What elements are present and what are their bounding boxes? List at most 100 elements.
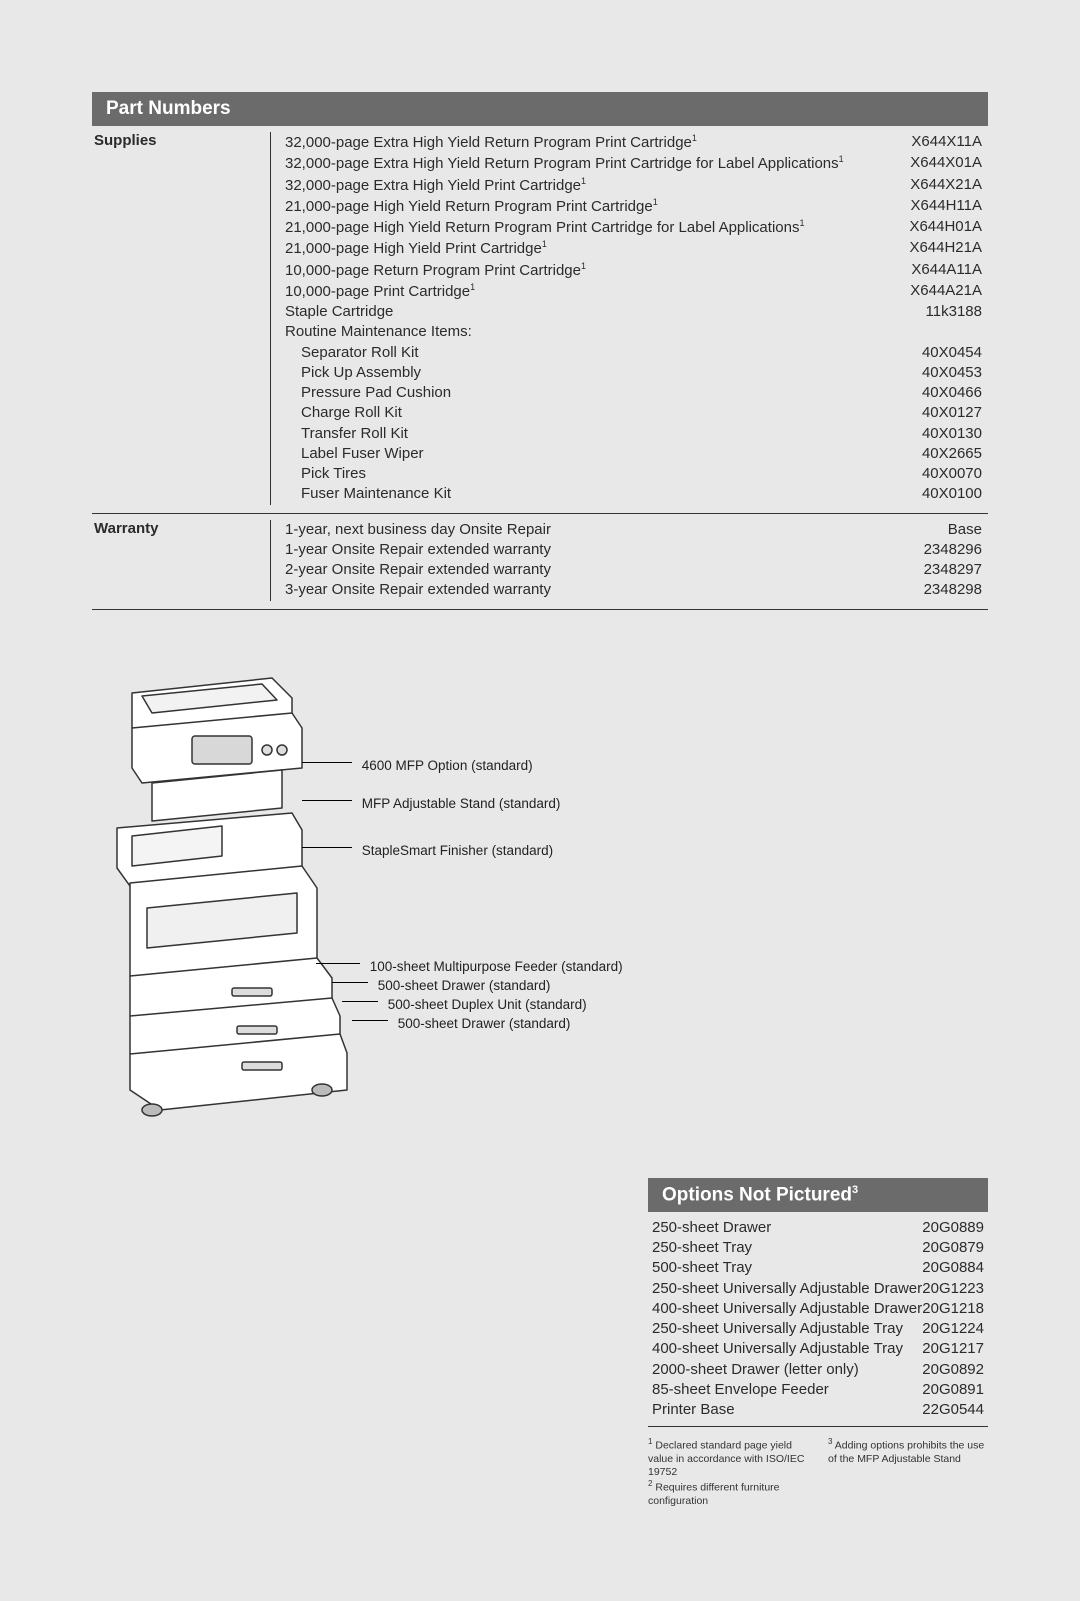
item-row: Separator Roll Kit 40X0454 — [285, 343, 982, 363]
option-row: 85-sheet Envelope Feeder20G0891 — [652, 1380, 984, 1400]
item-row: 10,000-page Return Program Print Cartrid… — [285, 260, 982, 281]
item-desc: Staple Cartridge — [285, 302, 393, 322]
item-desc: 10,000-page Print Cartridge1 — [285, 281, 475, 302]
item-row: 1-year Onsite Repair extended warranty23… — [285, 540, 982, 560]
diagram-callout: 500-sheet Drawer (standard) — [332, 978, 550, 993]
option-pn: 20G1223 — [922, 1279, 984, 1299]
item-desc: Charge Roll Kit — [285, 403, 402, 423]
items-column: 32,000-page Extra High Yield Return Prog… — [270, 132, 988, 505]
items-column: 1-year, next business day Onsite RepairB… — [270, 520, 988, 601]
parts-section: Supplies32,000-page Extra High Yield Ret… — [92, 126, 988, 513]
item-desc: 3-year Onsite Repair extended warranty — [285, 580, 551, 600]
item-desc: Pick Tires — [285, 464, 366, 484]
option-pn: 20G1224 — [922, 1319, 984, 1339]
item-desc: Routine Maintenance Items: — [285, 322, 472, 342]
footnote: 3 Adding options prohibits the use of th… — [828, 1437, 988, 1466]
callout-text: 500-sheet Duplex Unit (standard) — [388, 997, 587, 1012]
callout-text: 4600 MFP Option (standard) — [362, 758, 533, 773]
item-row: 32,000-page Extra High Yield Return Prog… — [285, 153, 982, 174]
option-pn: 20G0889 — [922, 1218, 984, 1238]
callout-text: StapleSmart Finisher (standard) — [362, 843, 553, 858]
option-row: Printer Base 22G0544 — [652, 1400, 984, 1420]
part-number: Base — [940, 520, 982, 540]
item-desc: Separator Roll Kit — [285, 343, 419, 363]
item-row: 3-year Onsite Repair extended warranty 23… — [285, 580, 982, 600]
printer-illustration — [92, 658, 352, 1138]
printer-diagram: 4600 MFP Option (standard) MFP Adjustabl… — [92, 658, 988, 1158]
diagram-callout: MFP Adjustable Stand (standard) — [302, 796, 560, 811]
options-list: 250-sheet Drawer 20G0889 250-sheet Tray 20G… — [648, 1212, 988, 1428]
option-desc: 85-sheet Envelope Feeder — [652, 1380, 829, 1400]
item-row: Pick Up Assembly 40X0453 — [285, 363, 982, 383]
footnote: 1 Declared standard page yield value in … — [648, 1437, 808, 1479]
diagram-callout: 100-sheet Multipurpose Feeder (standard) — [316, 959, 623, 974]
part-number: 40X0454 — [914, 343, 982, 363]
option-desc: 500-sheet Tray — [652, 1258, 752, 1278]
part-number: 2348297 — [916, 560, 982, 580]
option-desc: 250-sheet Tray — [652, 1238, 752, 1258]
item-desc: Pick Up Assembly — [285, 363, 421, 383]
part-number: 40X0127 — [914, 403, 982, 423]
callout-text: 100-sheet Multipurpose Feeder (standard) — [370, 959, 623, 974]
callout-text: 500-sheet Drawer (standard) — [398, 1016, 571, 1031]
item-row: Pick Tires 40X0070 — [285, 464, 982, 484]
option-row: 250-sheet Tray 20G0879 — [652, 1238, 984, 1258]
item-desc: Fuser Maintenance Kit — [285, 484, 451, 504]
part-numbers-header: Part Numbers — [92, 92, 988, 126]
part-number: X644A21A — [902, 281, 982, 302]
part-number: 40X0100 — [914, 484, 982, 504]
item-desc: Transfer Roll Kit — [285, 424, 408, 444]
item-desc: 32,000-page Extra High Yield Print Cartr… — [285, 175, 586, 196]
footnote: 2 Requires different furniture configura… — [648, 1479, 808, 1508]
item-row: 1-year, next business day Onsite RepairB… — [285, 520, 982, 540]
part-number: X644H01A — [901, 217, 982, 238]
part-number: X644A11A — [903, 260, 982, 281]
item-row: Label Fuser Wiper40X2665 — [285, 444, 982, 464]
option-desc: 2000-sheet Drawer (letter only) — [652, 1360, 859, 1380]
part-number: X644X01A — [902, 153, 982, 174]
item-row: 21,000-page High Yield Return Program Pr… — [285, 217, 982, 238]
part-number: 11k3188 — [918, 302, 982, 322]
diagram-callout: 500-sheet Drawer (standard) — [352, 1016, 570, 1031]
category-label: Warranty — [92, 520, 270, 601]
item-row: Transfer Roll Kit40X0130 — [285, 424, 982, 444]
diagram-callout: 500-sheet Duplex Unit (standard) — [342, 997, 587, 1012]
part-number: 40X0453 — [914, 363, 982, 383]
part-number: 40X0466 — [914, 383, 982, 403]
part-number: 2348298 — [916, 580, 982, 600]
option-row: 500-sheet Tray20G0884 — [652, 1258, 984, 1278]
part-numbers-block: Part Numbers Supplies32,000-page Extra H… — [92, 92, 988, 610]
option-pn: 22G0544 — [922, 1400, 984, 1420]
item-row: Fuser Maintenance Kit 40X0100 — [285, 484, 982, 504]
option-row: 400-sheet Universally Adjustable Tray20G… — [652, 1339, 984, 1359]
option-desc: 250-sheet Drawer — [652, 1218, 771, 1238]
callout-text: MFP Adjustable Stand (standard) — [362, 796, 561, 811]
option-desc: 250-sheet Universally Adjustable Tray — [652, 1319, 903, 1339]
option-desc: 250-sheet Universally Adjustable Drawer — [652, 1279, 922, 1299]
item-row: 10,000-page Print Cartridge1 X644A21A — [285, 281, 982, 302]
diagram-callout: StapleSmart Finisher (standard) — [302, 843, 553, 858]
part-number: X644H11A — [903, 196, 982, 217]
item-row: 2-year Onsite Repair extended warranty23… — [285, 560, 982, 580]
option-row: 250-sheet Universally Adjustable Tray 20G… — [652, 1319, 984, 1339]
part-number: 2348296 — [916, 540, 982, 560]
callout-text: 500-sheet Drawer (standard) — [378, 978, 551, 993]
part-number: 40X2665 — [914, 444, 982, 464]
item-desc: 21,000-page High Yield Return Program Pr… — [285, 196, 658, 217]
item-row: 21,000-page High Yield Print Cartridge1X… — [285, 238, 982, 259]
part-number: 40X0070 — [914, 464, 982, 484]
option-row: 2000-sheet Drawer (letter only)20G0892 — [652, 1360, 984, 1380]
option-desc: Printer Base — [652, 1400, 735, 1420]
item-row: Charge Roll Kit 40X0127 — [285, 403, 982, 423]
options-header: Options Not Pictured3 — [648, 1178, 988, 1212]
option-row: 250-sheet Universally Adjustable Drawer2… — [652, 1279, 984, 1299]
item-row: 21,000-page High Yield Return Program Pr… — [285, 196, 982, 217]
option-pn: 20G0879 — [922, 1238, 984, 1258]
item-desc: 32,000-page Extra High Yield Return Prog… — [285, 132, 697, 153]
option-pn: 20G1217 — [922, 1339, 984, 1359]
options-not-pictured-block: Options Not Pictured3 250-sheet Drawer 20… — [648, 1178, 988, 1508]
item-row: Staple Cartridge 11k3188 — [285, 302, 982, 322]
item-desc: 10,000-page Return Program Print Cartrid… — [285, 260, 586, 281]
parts-section: Warranty 1-year, next business day Onsite… — [92, 513, 988, 609]
item-desc: 21,000-page High Yield Return Program Pr… — [285, 217, 804, 238]
